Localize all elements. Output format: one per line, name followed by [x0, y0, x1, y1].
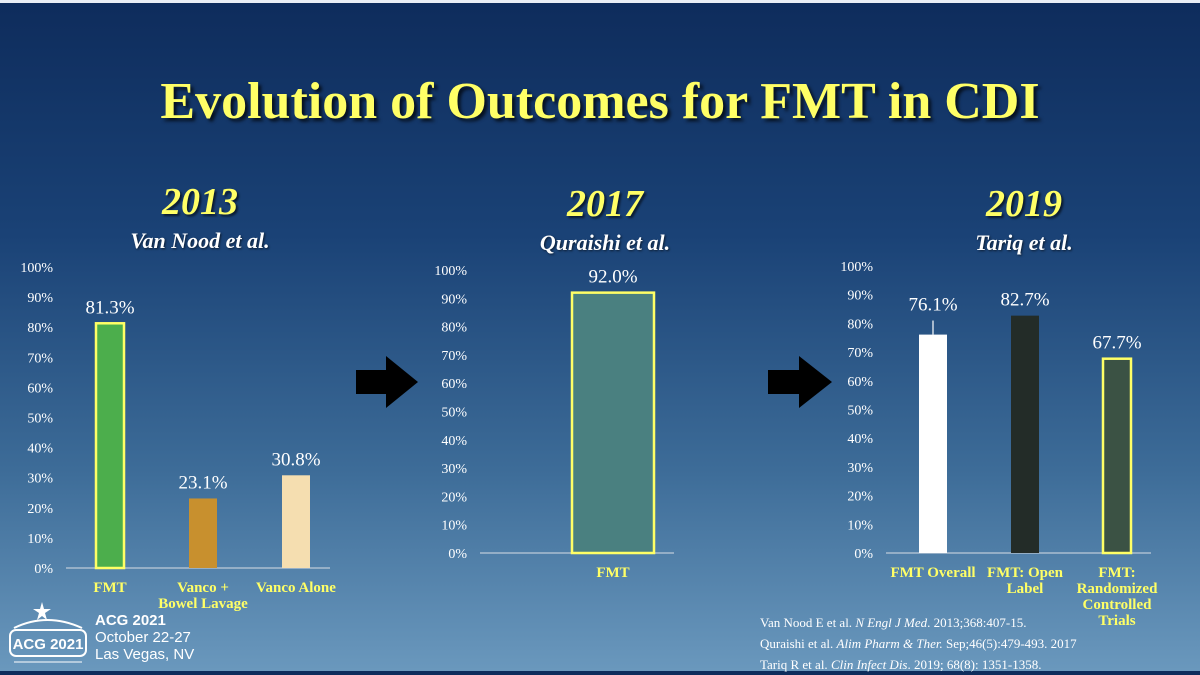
y-tick-label: 0%	[448, 547, 467, 562]
category-label: FMT	[93, 580, 126, 596]
slide-title: Evolution of Outcomes for FMT in CDI	[160, 73, 1040, 130]
y-tick-label: 90%	[27, 291, 53, 306]
y-tick-label: 40%	[441, 434, 467, 449]
data-label: 81.3%	[85, 297, 134, 318]
conference-location: Las Vegas, NV	[95, 646, 195, 663]
data-label: 30.8%	[271, 449, 320, 470]
top-rule	[0, 0, 1200, 3]
y-tick-label: 80%	[441, 321, 467, 336]
y-tick-label: 30%	[27, 472, 53, 487]
category-label: FMT: Open	[987, 565, 1064, 581]
data-label: 67.7%	[1092, 333, 1141, 354]
reference-2: Quraishi et al. Alim Pharm & Ther. Sep;4…	[760, 636, 1077, 651]
category-label: Vanco +	[177, 580, 229, 596]
y-tick-label: 80%	[847, 317, 873, 332]
category-label: Trials	[1098, 613, 1135, 629]
category-label: Bowel Lavage	[158, 596, 248, 612]
panel-year-2019: 2019	[986, 183, 1062, 225]
y-tick-label: 30%	[441, 462, 467, 477]
reference-3: Tariq R et al. Clin Infect Dis. 2019; 68…	[760, 657, 1042, 672]
bar	[919, 334, 947, 553]
data-label: 92.0%	[588, 267, 637, 288]
y-tick-label: 50%	[847, 404, 873, 419]
references: Van Nood E et al. N Engl J Med. 2013;368…	[760, 612, 1077, 675]
category-label: FMT	[596, 565, 629, 581]
bar	[94, 322, 126, 570]
y-tick-label: 40%	[27, 442, 53, 457]
conference-info: ACG 2021 October 22-27 Las Vegas, NV	[95, 612, 194, 663]
panel-subtitle-2019: Tariq et al.	[975, 230, 1073, 255]
y-tick-label: 70%	[27, 351, 53, 366]
y-tick-label: 90%	[847, 289, 873, 304]
y-tick-label: 20%	[27, 502, 53, 517]
y-tick-label: 100%	[20, 261, 53, 276]
right-arrow-icon	[356, 356, 418, 408]
y-tick-label: 0%	[854, 547, 873, 562]
y-tick-label: 50%	[441, 406, 467, 421]
panel-year-2017: 2017	[567, 183, 643, 225]
data-label: 76.1%	[908, 295, 957, 316]
bar	[282, 475, 310, 568]
y-tick-label: 60%	[847, 375, 873, 390]
y-tick-label: 90%	[441, 292, 467, 307]
conference-name: ACG 2021	[95, 612, 166, 629]
y-tick-label: 50%	[27, 412, 53, 427]
panel-subtitle-2017: Quraishi et al.	[539, 230, 671, 255]
bar	[1011, 315, 1039, 553]
y-tick-label: 60%	[27, 381, 53, 396]
y-tick-label: 20%	[847, 490, 873, 505]
data-label: 82.7%	[1000, 290, 1049, 311]
bar	[1101, 357, 1133, 555]
y-tick-label: 20%	[441, 490, 467, 505]
y-tick-label: 30%	[847, 461, 873, 476]
bar	[570, 291, 656, 555]
panel-subtitle-2013: Van Nood et al.	[130, 228, 270, 253]
reference-1: Van Nood E et al. N Engl J Med. 2013;368…	[760, 615, 1027, 630]
category-label: Label	[1007, 581, 1044, 597]
category-label: FMT Overall	[890, 565, 975, 581]
y-tick-label: 0%	[34, 562, 53, 577]
y-tick-label: 10%	[847, 518, 873, 533]
y-tick-label: 70%	[847, 346, 873, 361]
category-label: Vanco Alone	[256, 580, 336, 596]
bar	[189, 498, 217, 568]
svg-text:ACG 2021: ACG 2021	[13, 636, 84, 653]
y-tick-label: 10%	[27, 532, 53, 547]
acg-2021-logo: ACG 2021	[9, 602, 87, 663]
y-tick-label: 100%	[434, 264, 467, 279]
y-tick-label: 40%	[847, 432, 873, 447]
y-tick-label: 60%	[441, 377, 467, 392]
y-tick-label: 100%	[840, 260, 873, 275]
data-label: 23.1%	[178, 472, 227, 493]
y-tick-label: 70%	[441, 349, 467, 364]
category-label: Controlled	[1083, 597, 1153, 613]
y-tick-label: 80%	[27, 321, 53, 336]
panel-year-2013: 2013	[162, 181, 238, 223]
category-label: FMT:	[1098, 565, 1135, 581]
y-tick-label: 10%	[441, 519, 467, 534]
category-label: Randomized	[1077, 581, 1158, 597]
conference-dates: October 22-27	[95, 629, 191, 646]
right-arrow-icon	[768, 356, 832, 408]
